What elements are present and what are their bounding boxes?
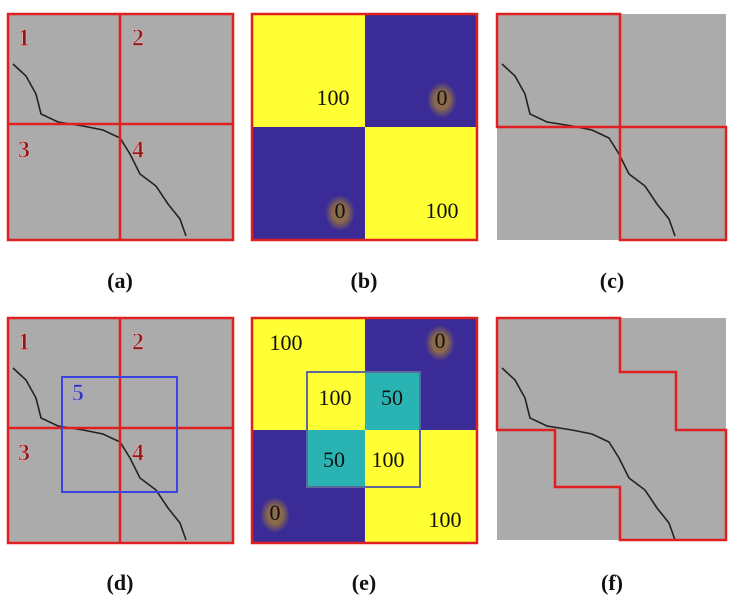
figure: 1 2 3 4 (a) 100 0 0 100 (b) (c) 1 2 3 4 xyxy=(0,0,734,601)
value-label: 100 xyxy=(270,330,303,355)
panel-e: 100 0 100 50 50 100 0 100 xyxy=(252,318,477,543)
caption: (e) xyxy=(352,570,376,595)
value-label: 0 xyxy=(335,198,346,223)
caption: (b) xyxy=(351,268,378,293)
region-label: 3 xyxy=(18,138,30,164)
caption: (d) xyxy=(107,570,134,595)
region-label: 2 xyxy=(132,330,144,356)
region-label: 2 xyxy=(132,26,144,52)
region-label: 4 xyxy=(132,441,144,467)
value-label: 100 xyxy=(426,198,459,223)
value-label: 100 xyxy=(317,85,350,110)
value-label: 0 xyxy=(437,85,448,110)
region-label: 1 xyxy=(18,26,30,52)
region-label: 3 xyxy=(18,441,30,467)
panel-f xyxy=(497,318,726,540)
region-label: 5 xyxy=(72,381,84,407)
value-label: 100 xyxy=(429,507,462,532)
panel-b: 100 0 0 100 xyxy=(252,14,477,240)
region-label: 1 xyxy=(18,330,30,356)
caption: (f) xyxy=(601,570,623,595)
value-label: 50 xyxy=(381,385,403,410)
caption: (c) xyxy=(600,268,624,293)
caption: (a) xyxy=(107,268,133,293)
panel-d: 1 2 3 4 5 xyxy=(8,318,233,543)
value-label: 100 xyxy=(319,385,352,410)
value-label: 0 xyxy=(270,500,281,525)
value-label: 100 xyxy=(372,447,405,472)
panel-a: 1 2 3 4 xyxy=(8,14,233,240)
panel-c xyxy=(497,14,726,240)
value-label: 0 xyxy=(435,328,446,353)
region-label: 4 xyxy=(132,138,144,164)
value-label: 50 xyxy=(323,447,345,472)
